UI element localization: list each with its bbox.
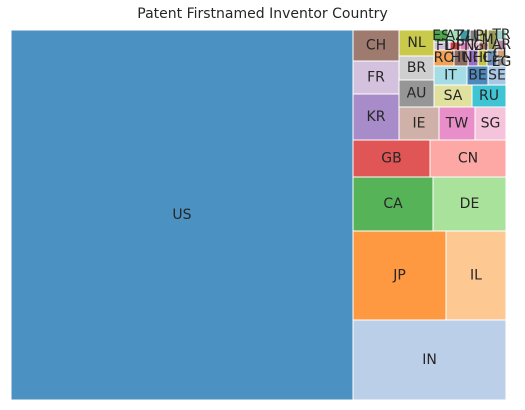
tile-label-eg: EG (492, 54, 512, 70)
tile-label-ie: IE (413, 116, 426, 132)
tile-label-ca: CA (383, 196, 403, 212)
tile-label-au: AU (407, 86, 427, 102)
tile-label-ch: CH (366, 38, 386, 54)
tile-label-in: IN (422, 352, 437, 368)
tile-label-jp: JP (392, 268, 406, 284)
tile-label-kr: KR (367, 109, 386, 125)
tile-label-nl: NL (407, 35, 425, 51)
tile-label-fr: FR (367, 70, 385, 86)
tile-label-sg: SG (481, 116, 501, 132)
tile-label-be: BE (468, 68, 486, 84)
tile-label-ru: RU (479, 88, 499, 104)
tile-label-sa: SA (444, 88, 463, 104)
tile-label-cn: CN (458, 151, 478, 167)
tile-label-il: IL (470, 268, 482, 284)
tile-label-de: DE (460, 196, 480, 212)
tile-label-gb: GB (381, 151, 401, 167)
tile-label-tw: TW (445, 116, 469, 132)
tile-label-br: BR (407, 60, 427, 76)
tile-label-it: IT (444, 68, 457, 84)
tile-label-us: US (172, 207, 191, 223)
